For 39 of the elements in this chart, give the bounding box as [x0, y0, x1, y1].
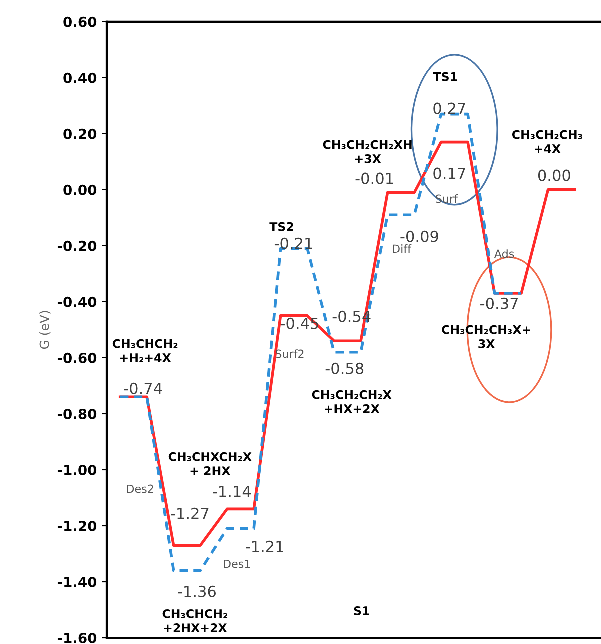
annotation: CH₃CH₂CH₃ +4X	[512, 130, 582, 154]
annotation: CH₃CHCH₂ +H₂+4X	[112, 339, 178, 362]
annotation: TS1	[433, 72, 458, 82]
y-tick-label: -0.40	[58, 296, 97, 308]
y-axis-title: G (eV)	[40, 311, 51, 350]
data-label: -0.74	[124, 382, 162, 394]
annotation: TS2	[270, 222, 294, 232]
y-tick-label: 0.60	[64, 16, 97, 28]
y-tick-label: -1.20	[58, 520, 97, 532]
annotation: Ads	[494, 250, 514, 258]
annotation: CH₃CH₂CH₂X +HX+2X	[312, 390, 392, 414]
data-label: -0.21	[274, 238, 312, 250]
y-tick-label: -0.60	[58, 352, 97, 364]
annotation: CH₃CHCH₂ +2HX+2X	[162, 609, 228, 632]
y-tick-label: 0.00	[64, 184, 97, 196]
annotation: CH₃CH₂CH₂XH +3X	[323, 140, 412, 164]
annotation: Des1	[224, 560, 250, 568]
data-label: 0.00	[538, 170, 570, 182]
annotation: S1	[354, 606, 370, 616]
data-label: -1.14	[213, 486, 252, 498]
y-tick-label: -1.60	[58, 632, 97, 644]
y-tick-label: 0.20	[64, 128, 97, 140]
data-label: -1.27	[171, 508, 209, 520]
data-label: -0.58	[326, 362, 364, 374]
y-tick-label: 0.40	[64, 72, 97, 84]
y-tick-label: -0.20	[58, 240, 97, 252]
data-label: 0.17	[434, 168, 466, 180]
data-label: -0.09	[400, 230, 438, 242]
y-tick-label: -1.00	[58, 464, 97, 476]
data-label: -0.01	[356, 172, 394, 184]
annotation: CH₃CHXCH₂X + 2HX	[168, 452, 252, 476]
data-label: -0.37	[480, 298, 518, 310]
annotation: Diff	[393, 244, 412, 254]
annotation: Des2	[127, 484, 154, 494]
data-label: 0.27	[434, 102, 466, 114]
data-label: -1.21	[246, 540, 284, 552]
data-label: -1.36	[178, 586, 216, 598]
y-tick-label: -0.80	[58, 408, 97, 420]
y-tick-label: -1.40	[58, 576, 97, 588]
